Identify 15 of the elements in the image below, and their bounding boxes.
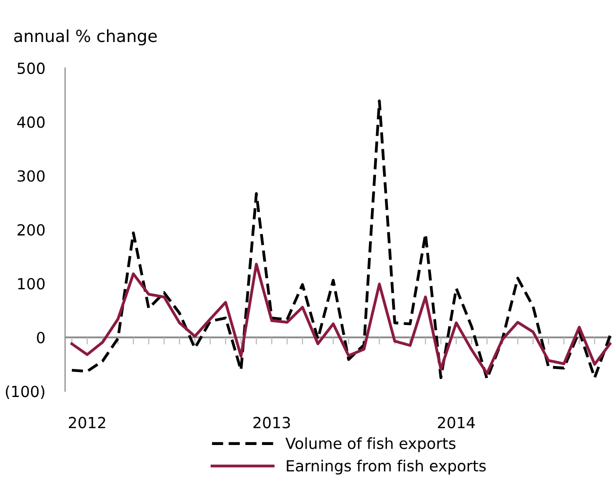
y-tick-label: 0	[36, 332, 45, 344]
x-tick-label: 2013	[253, 416, 290, 428]
x-tick-label: 2012	[68, 416, 106, 428]
y-tick-label: (100)	[6, 385, 44, 400]
legend-label: Volume of fish exports	[285, 437, 456, 452]
y-tick-label: 300	[18, 170, 45, 182]
legend-label: Earnings from fish exports	[286, 460, 486, 475]
y-tick-label: 100	[18, 278, 45, 290]
line-series	[70, 100, 612, 380]
y-axis-title: annual % change	[14, 29, 157, 46]
x-tick-label: 2014	[438, 416, 475, 428]
y-tick-label: 200	[18, 224, 45, 236]
line-series	[70, 262, 612, 375]
y-tick-label: 400	[17, 116, 45, 128]
y-tick-label: 500	[18, 62, 45, 74]
